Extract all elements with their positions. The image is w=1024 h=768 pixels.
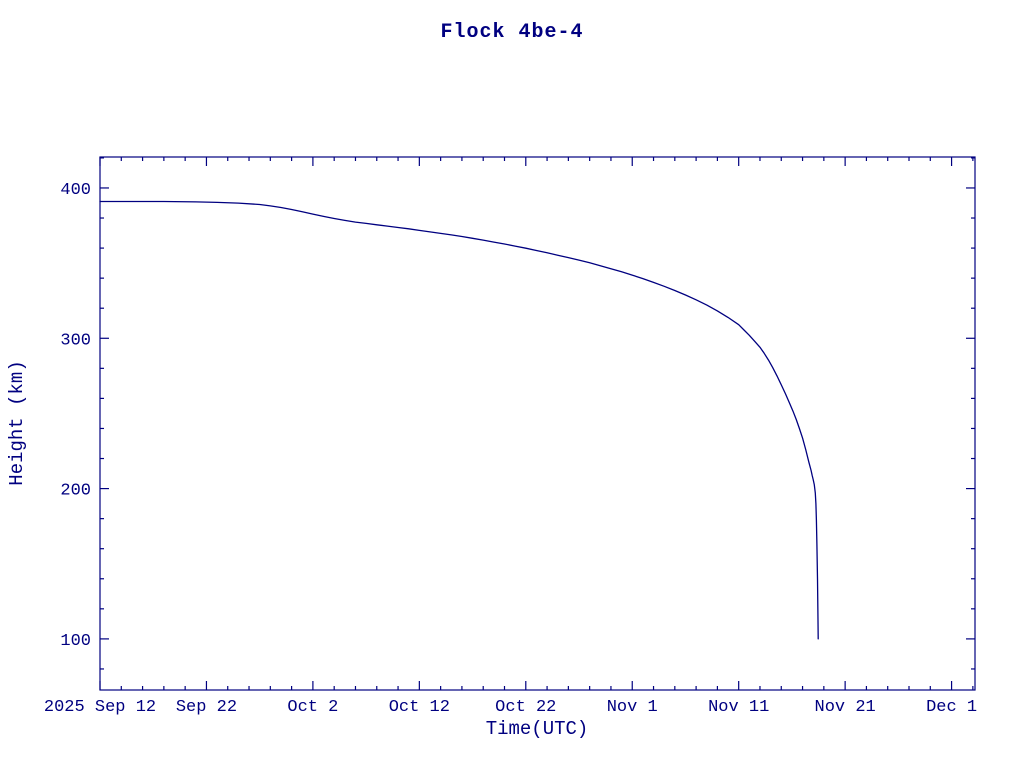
x-tick-label: Sep 22 bbox=[176, 698, 237, 717]
y-axis-label: Height (km) bbox=[6, 360, 28, 485]
x-axis-label: Time(UTC) bbox=[486, 718, 589, 740]
x-tick-labels: 2025 Sep 12 Sep 22 Oct 2 Oct 12 Oct 22 Nov 1 N… bbox=[44, 698, 977, 717]
x-tick-label: Nov 11 bbox=[708, 698, 769, 717]
plot-frame bbox=[99, 156, 976, 691]
axis-ticks bbox=[99, 157, 975, 690]
chart-title: Flock 4be-4 bbox=[440, 21, 583, 44]
x-tick-label: Nov 21 bbox=[815, 698, 876, 717]
x-tick-label: Oct 2 bbox=[287, 698, 338, 717]
y-tick-label: 300 bbox=[60, 331, 91, 350]
y-tick-label: 400 bbox=[60, 181, 91, 200]
y-tick-labels: 100 200 300 400 bbox=[60, 181, 91, 651]
x-tick-label: Nov 1 bbox=[607, 698, 658, 717]
y-tick-label: 200 bbox=[60, 482, 91, 501]
x-tick-label: 2025 Sep 12 bbox=[44, 698, 156, 717]
x-tick-label: Dec 1 bbox=[926, 698, 977, 717]
decay-curve bbox=[99, 200, 819, 640]
x-tick-label: Oct 12 bbox=[389, 698, 450, 717]
y-tick-label: 100 bbox=[60, 632, 91, 651]
x-tick-label: Oct 22 bbox=[495, 698, 556, 717]
